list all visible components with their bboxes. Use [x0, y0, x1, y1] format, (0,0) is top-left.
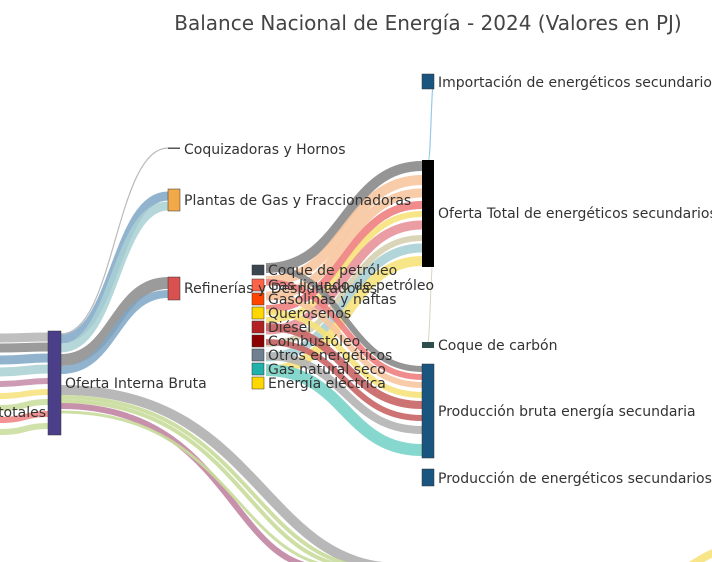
node-importacion[interactable]: [421, 73, 435, 90]
link-pb-2[interactable]: [265, 279, 423, 380]
node-oferta-interna-bruta[interactable]: [47, 330, 62, 436]
link-pb-7[interactable]: [265, 352, 423, 434]
label-produccion-bruta: Producción bruta energía secundaria: [438, 404, 696, 420]
link-ref-ot-7[interactable]: [265, 235, 423, 347]
sankey-links: [0, 81, 712, 562]
link-totales-oib-6[interactable]: [0, 389, 49, 399]
node-querosenos[interactable]: [251, 306, 265, 320]
link-offcanvas-yellow[interactable]: [688, 549, 712, 562]
label-gasolinas: Gasolinas y naftas: [268, 292, 397, 308]
label-coque-carbon: Coque de carbón: [438, 338, 557, 354]
link-pb-4[interactable]: [265, 309, 423, 398]
label-energia-electrica: Energía eléctrica: [268, 376, 386, 392]
label-diesel: Diésel: [268, 320, 311, 336]
chart-title: Balance Nacional de Energía - 2024 (Valo…: [174, 11, 681, 35]
link-oib-refinerias-2[interactable]: [60, 290, 169, 374]
link-totales-oib-1[interactable]: [0, 332, 49, 343]
label-gas-natural-seco: Gas natural seco: [268, 362, 386, 378]
node-coque-petroleo[interactable]: [251, 264, 265, 276]
link-oib-plantas-2[interactable]: [60, 201, 169, 353]
link-pb-5[interactable]: [265, 323, 423, 409]
energeticos-nodes: [251, 264, 265, 390]
node-produccion-sec[interactable]: [421, 468, 435, 487]
link-oib-out-5[interactable]: [60, 410, 350, 562]
node-combustoleo[interactable]: [251, 334, 265, 348]
link-totales-oib-5[interactable]: [0, 378, 49, 387]
link-oib-out-4[interactable]: [60, 403, 325, 562]
label-importacion: Importación de energéticos secundarios: [438, 75, 712, 91]
node-plantas-gas[interactable]: [167, 188, 181, 212]
link-coque-carbon[interactable]: [427, 267, 433, 345]
label-gas-licuado: Gas licuado de petróleo: [268, 278, 434, 294]
label-coquizadoras: Coquizadoras y Hornos: [184, 142, 346, 158]
label-oferta-interna-bruta: Oferta Interna Bruta: [65, 376, 207, 392]
link-totales-oib-9[interactable]: [0, 423, 49, 435]
label-plantas-gas: Plantas de Gas y Fraccionadoras: [184, 193, 411, 209]
link-oib-out-3[interactable]: [60, 399, 365, 562]
node-refinerias[interactable]: [167, 276, 181, 301]
link-oib-refinerias-1[interactable]: [60, 277, 169, 366]
node-energia-electrica[interactable]: [251, 376, 265, 390]
node-gasolinas[interactable]: [251, 292, 265, 306]
node-gas-natural-seco[interactable]: [251, 362, 265, 376]
node-oferta-total-sec[interactable]: [422, 160, 434, 267]
node-diesel[interactable]: [251, 320, 265, 334]
link-ref-ot-3[interactable]: [265, 188, 423, 301]
link-pb-3[interactable]: [265, 293, 423, 388]
node-gas-licuado[interactable]: [251, 278, 265, 292]
label-otros-energeticos: Otros energéticos: [268, 348, 392, 364]
label-querosenos: Querosenos: [268, 306, 351, 322]
link-pb-8[interactable]: [265, 364, 423, 456]
link-oib-out-1[interactable]: [60, 385, 400, 562]
label-oferta-total-sec: Oferta Total de energéticos secundarios: [438, 206, 712, 222]
label-refinerias: Refinerías y Despuntadoras: [184, 281, 377, 297]
label-produccion-sec: Producción de energéticos secundarios: [438, 471, 712, 487]
link-totales-oib-7[interactable]: [0, 399, 49, 411]
link-totales-oib-8[interactable]: [0, 411, 49, 423]
link-totales-oib-3[interactable]: [0, 353, 49, 365]
link-totales-oib-4[interactable]: [0, 364, 49, 377]
link-importacion-ot[interactable]: [427, 81, 435, 163]
sankey-labels: ...totales Oferta Interna Bruta Coquizad…: [0, 75, 712, 487]
link-ref-ot-4[interactable]: [265, 201, 423, 313]
node-coquizadoras[interactable]: [168, 147, 180, 150]
link-oib-out-2[interactable]: [60, 395, 380, 562]
link-ref-ot-2[interactable]: [265, 175, 423, 286]
node-otros-energeticos[interactable]: [251, 348, 265, 362]
node-produccion-bruta[interactable]: [421, 363, 435, 459]
label-totales: ...totales: [0, 405, 46, 421]
label-coque-petroleo: Coque de petróleo: [268, 263, 397, 279]
link-ref-ot-1[interactable]: [265, 161, 423, 273]
link-pb-1[interactable]: [265, 265, 423, 372]
node-coque-carbon[interactable]: [422, 342, 434, 348]
sankey-nodes: [47, 73, 435, 487]
link-totales-oib-2[interactable]: [0, 342, 49, 353]
link-pb-6[interactable]: [265, 339, 423, 421]
link-ref-ot-6[interactable]: [265, 220, 423, 335]
label-combustoleo: Combustóleo: [268, 334, 360, 350]
link-oib-coquizadoras[interactable]: [60, 147, 169, 335]
link-ref-ot-8[interactable]: [265, 243, 423, 362]
